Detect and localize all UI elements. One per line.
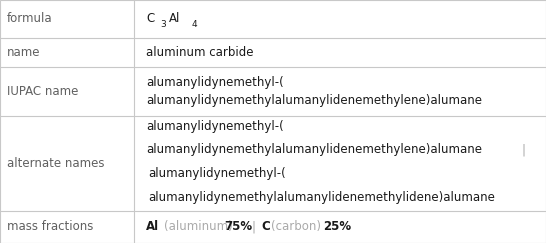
Text: name: name [7,46,40,59]
Text: alternate names: alternate names [7,157,104,170]
Text: 75%: 75% [224,220,253,234]
Text: mass fractions: mass fractions [7,220,93,234]
Text: |: | [251,220,255,234]
Text: alumanylidynemethylalumanylidenemethylene)alumane: alumanylidynemethylalumanylidenemethylen… [146,143,482,156]
Text: C: C [261,220,270,234]
Text: alumanylidynemethyl-(: alumanylidynemethyl-( [146,120,284,133]
Text: formula: formula [7,12,52,25]
Text: IUPAC name: IUPAC name [7,85,78,98]
Text: Al: Al [169,12,181,25]
Text: alumanylidynemethylalumanylidenemethylidene)alumane: alumanylidynemethylalumanylidenemethylid… [149,191,495,204]
Text: alumanylidynemethyl-(: alumanylidynemethyl-( [149,167,286,180]
Text: Al: Al [146,220,159,234]
Text: alumanylidynemethyl-(
alumanylidynemethylalumanylidenemethylene)alumane: alumanylidynemethyl-( alumanylidynemethy… [146,76,482,107]
Text: 25%: 25% [323,220,351,234]
Text: 4: 4 [191,20,197,29]
Text: aluminum carbide: aluminum carbide [146,46,254,59]
Text: 3: 3 [160,20,166,29]
Text: C: C [146,12,155,25]
Text: |: | [521,143,525,156]
Text: (carbon): (carbon) [271,220,321,234]
Text: (aluminum): (aluminum) [164,220,233,234]
